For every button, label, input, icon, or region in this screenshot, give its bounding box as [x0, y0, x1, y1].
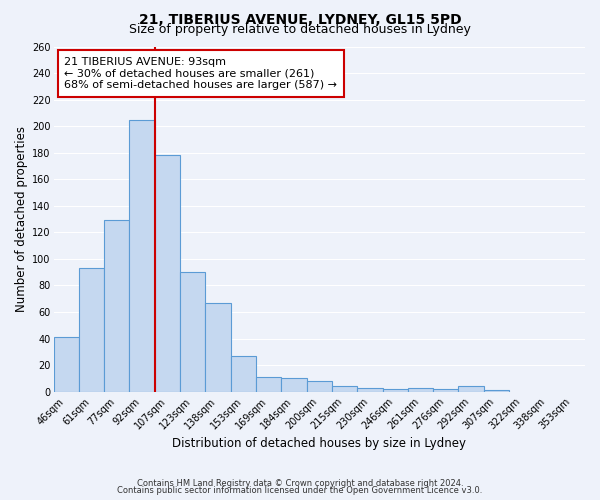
Text: Contains HM Land Registry data © Crown copyright and database right 2024.: Contains HM Land Registry data © Crown c… — [137, 478, 463, 488]
Bar — [408, 388, 433, 392]
Bar — [130, 120, 155, 392]
Text: 21, TIBERIUS AVENUE, LYDNEY, GL15 5PD: 21, TIBERIUS AVENUE, LYDNEY, GL15 5PD — [139, 12, 461, 26]
Text: Contains public sector information licensed under the Open Government Licence v3: Contains public sector information licen… — [118, 486, 482, 495]
Bar — [205, 302, 231, 392]
Bar — [256, 377, 281, 392]
Bar — [53, 337, 79, 392]
Bar — [357, 388, 383, 392]
Y-axis label: Number of detached properties: Number of detached properties — [15, 126, 28, 312]
Text: Size of property relative to detached houses in Lydney: Size of property relative to detached ho… — [129, 24, 471, 36]
X-axis label: Distribution of detached houses by size in Lydney: Distribution of detached houses by size … — [172, 437, 466, 450]
Bar — [104, 220, 130, 392]
Bar — [281, 378, 307, 392]
Bar — [458, 386, 484, 392]
Text: 21 TIBERIUS AVENUE: 93sqm
← 30% of detached houses are smaller (261)
68% of semi: 21 TIBERIUS AVENUE: 93sqm ← 30% of detac… — [64, 57, 337, 90]
Bar — [433, 389, 458, 392]
Bar — [180, 272, 205, 392]
Bar — [307, 381, 332, 392]
Bar — [332, 386, 357, 392]
Bar — [231, 356, 256, 392]
Bar — [79, 268, 104, 392]
Bar — [383, 389, 408, 392]
Bar — [484, 390, 509, 392]
Bar — [155, 156, 180, 392]
